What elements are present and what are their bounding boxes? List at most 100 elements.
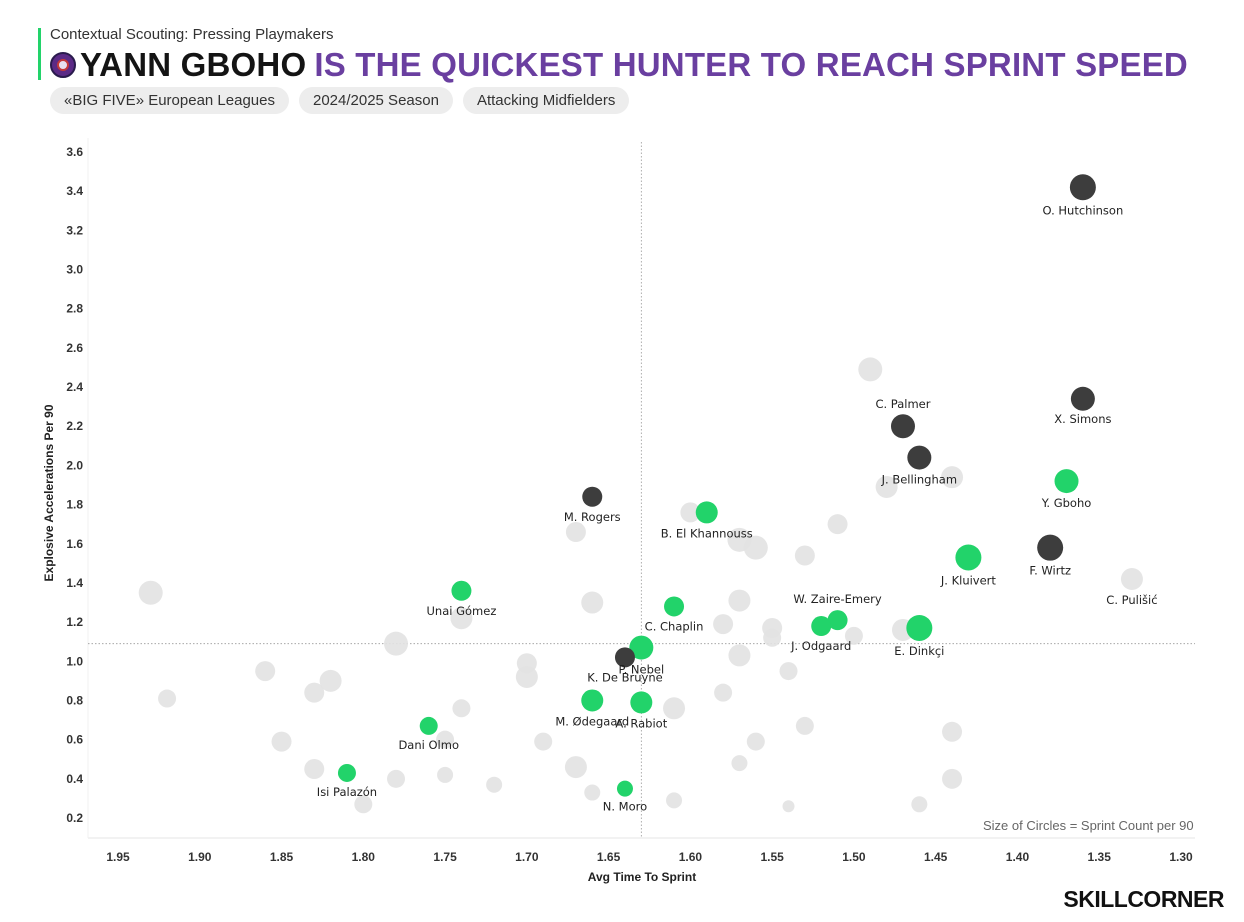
- point-label: Dani Olmo: [398, 738, 459, 752]
- y-tick-label: 1.4: [66, 576, 83, 590]
- data-point: [384, 631, 409, 656]
- data-point: [743, 535, 768, 560]
- y-tick-label: 2.8: [66, 302, 83, 316]
- chart-title: YANN GBOHO IS THE QUICKEST HUNTER TO REA…: [50, 46, 1188, 84]
- chart-subtitle: Contextual Scouting: Pressing Playmakers: [50, 26, 334, 43]
- header-accent-bar: [38, 28, 41, 80]
- point-label: Unai Gómez: [426, 604, 496, 618]
- y-tick-label: 0.6: [66, 733, 83, 747]
- data-point: [582, 486, 603, 507]
- y-tick-label: 2.2: [66, 419, 83, 433]
- y-tick-label: 1.8: [66, 498, 83, 512]
- data-point: [941, 466, 964, 489]
- data-point: [304, 682, 325, 703]
- data-point: [907, 445, 932, 470]
- point-label: J. Bellingham: [881, 473, 957, 487]
- y-tick-label: 1.0: [66, 654, 83, 668]
- x-tick-label: 1.65: [597, 850, 621, 864]
- data-point: [486, 776, 503, 793]
- data-point: [795, 716, 814, 735]
- point-label: Y. Gboho: [1041, 496, 1092, 510]
- y-tick-label: 3.2: [66, 223, 83, 237]
- data-point: [1120, 568, 1143, 591]
- x-tick-label: 1.85: [270, 850, 294, 864]
- point-label: C. Palmer: [875, 397, 930, 411]
- data-point: [763, 628, 782, 647]
- data-point: [581, 591, 604, 614]
- data-point: [255, 661, 276, 682]
- x-axis-title: Avg Time To Sprint: [588, 870, 696, 884]
- data-point: [663, 697, 686, 720]
- point-label: F. Wirtz: [1029, 564, 1071, 578]
- size-legend-note: Size of Circles = Sprint Count per 90: [983, 818, 1194, 833]
- y-tick-label: 2.4: [66, 380, 83, 394]
- y-tick-label: 2.6: [66, 341, 83, 355]
- data-point: [534, 732, 553, 751]
- data-point: [1054, 469, 1079, 494]
- data-point: [304, 759, 325, 780]
- point-label: X. Simons: [1054, 412, 1111, 426]
- data-point: [731, 755, 748, 772]
- filter-pill-position: Attacking Midfielders: [462, 87, 630, 114]
- title-player-name: YANN GBOHO: [80, 46, 307, 83]
- x-tick-label: 1.60: [679, 850, 703, 864]
- data-point: [581, 689, 604, 712]
- data-point: [1069, 174, 1096, 201]
- title-statement: IS THE QUICKEST HUNTER TO REACH SPRINT S…: [314, 46, 1188, 83]
- x-tick-label: 1.30: [1169, 850, 1193, 864]
- x-tick-label: 1.35: [1088, 850, 1112, 864]
- data-point: [1037, 534, 1064, 561]
- data-point: [614, 647, 635, 668]
- x-tick-label: 1.40: [1006, 850, 1030, 864]
- filter-pill-league: «BIG FIVE» European Leagues: [50, 87, 289, 114]
- y-tick-label: 3.6: [66, 145, 83, 159]
- data-point: [794, 545, 815, 566]
- data-point: [827, 610, 848, 631]
- x-tick-label: 1.95: [106, 850, 130, 864]
- point-label: C. Pulišić: [1106, 593, 1157, 607]
- point-label: B. El Khannouss: [661, 526, 753, 540]
- data-point: [1070, 386, 1095, 411]
- data-point: [942, 768, 963, 789]
- data-point: [782, 800, 795, 813]
- y-tick-label: 1.2: [66, 615, 83, 629]
- data-point: [450, 607, 473, 630]
- x-tick-label: 1.50: [842, 850, 866, 864]
- y-tick-label: 0.8: [66, 693, 83, 707]
- point-label: J. Kluivert: [940, 573, 997, 587]
- data-point: [875, 475, 898, 498]
- data-point: [436, 730, 455, 749]
- filter-pill-season: 2024/2025 Season: [298, 87, 453, 114]
- data-point: [516, 653, 537, 674]
- data-point: [271, 731, 292, 752]
- y-tick-label: 1.6: [66, 537, 83, 551]
- point-label: N. Moro: [603, 800, 647, 814]
- point-label: C. Chaplin: [645, 619, 704, 633]
- point-label: A. Rabiot: [615, 716, 667, 730]
- data-point: [728, 589, 751, 612]
- data-point: [890, 414, 915, 439]
- data-point: [419, 716, 438, 735]
- y-tick-label: 0.2: [66, 811, 83, 825]
- data-point: [695, 501, 718, 524]
- data-point: [858, 357, 883, 382]
- y-tick-label: 0.4: [66, 772, 83, 786]
- data-point: [629, 635, 654, 660]
- data-point: [158, 689, 177, 708]
- x-tick-label: 1.90: [188, 850, 212, 864]
- data-point: [437, 766, 454, 783]
- data-point: [906, 614, 933, 641]
- data-point: [714, 683, 733, 702]
- data-point: [630, 691, 653, 714]
- data-point: [680, 502, 701, 523]
- x-tick-label: 1.70: [515, 850, 539, 864]
- y-tick-label: 3.0: [66, 263, 83, 277]
- data-point: [319, 669, 342, 692]
- data-point: [337, 763, 356, 782]
- data-point: [564, 756, 587, 779]
- x-tick-label: 1.75: [433, 850, 457, 864]
- data-point: [746, 732, 765, 751]
- data-point: [779, 662, 798, 681]
- filter-pills: «BIG FIVE» European Leagues 2024/2025 Se…: [50, 87, 630, 114]
- data-point: [387, 769, 406, 788]
